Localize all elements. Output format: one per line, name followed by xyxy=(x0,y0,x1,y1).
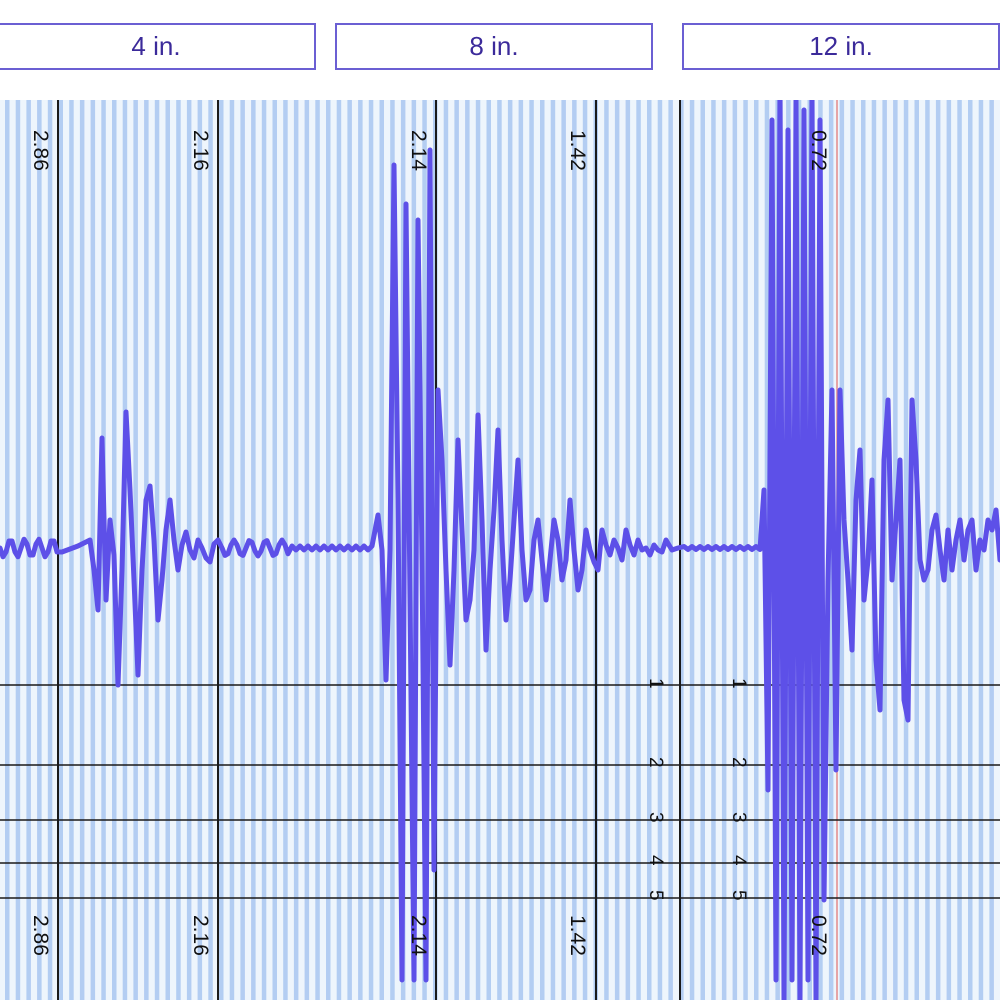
tab-12-in[interactable]: 12 in. xyxy=(682,23,1000,70)
stripe xyxy=(721,100,727,1000)
marker-value-bottom: 0.72 xyxy=(807,915,830,956)
tab-8-in-label: 8 in. xyxy=(469,31,519,61)
level-label-3: 3 xyxy=(728,812,749,823)
level-label-4: 4 xyxy=(645,855,666,866)
marker-value-top: 2.86 xyxy=(29,130,52,171)
level-label-5: 5 xyxy=(645,890,666,901)
stripe xyxy=(625,100,631,1000)
stripe xyxy=(636,100,641,1000)
level-label-1: 1 xyxy=(645,678,666,689)
stripe xyxy=(79,100,85,1000)
stripe xyxy=(925,100,930,1000)
stripe xyxy=(903,100,909,1000)
stripe xyxy=(828,100,834,1000)
stripe xyxy=(486,100,491,1000)
marker-value-bottom: 2.16 xyxy=(189,915,212,956)
stripe xyxy=(144,100,149,1000)
stripe xyxy=(689,100,695,1000)
stripe xyxy=(133,100,138,1000)
waveform-trace xyxy=(0,100,1000,1000)
level-label-1: 1 xyxy=(728,678,749,689)
marker-value-bottom: 2.14 xyxy=(407,915,430,956)
stripe xyxy=(957,100,962,1000)
marker-value-top: 2.14 xyxy=(407,130,430,171)
stripe xyxy=(154,100,160,1000)
marker-value-top: 2.16 xyxy=(189,130,212,171)
tab-4-in-label: 4 in. xyxy=(131,31,181,61)
marker-value-bottom: 1.42 xyxy=(566,915,589,956)
level-label-5: 5 xyxy=(728,890,749,901)
tab-8-in[interactable]: 8 in. xyxy=(335,23,653,70)
level-label-3: 3 xyxy=(645,812,666,823)
level-label-2: 2 xyxy=(645,757,666,768)
marker-value-bottom: 2.86 xyxy=(29,915,52,956)
stripe xyxy=(422,100,427,1000)
stripe xyxy=(914,100,919,1000)
stripe xyxy=(261,100,267,1000)
stripe xyxy=(165,100,170,1000)
stripe xyxy=(754,100,759,1000)
level-label-4: 4 xyxy=(728,855,749,866)
stripe xyxy=(968,100,973,1000)
tab-12-in-label: 12 in. xyxy=(809,31,873,61)
stripe xyxy=(229,100,235,1000)
marker-value-top: 1.42 xyxy=(566,130,589,171)
stripe xyxy=(839,100,845,1000)
stripe xyxy=(679,100,684,1000)
stripe xyxy=(497,100,502,1000)
stripe xyxy=(197,100,203,1000)
stripe xyxy=(475,100,481,1000)
waveform-plot[interactable]: 2.86 2.16 2.14 1.42 0.72 2.86 2.16 2.14 … xyxy=(0,100,1000,1000)
stripe xyxy=(989,100,994,1000)
stripe xyxy=(561,100,566,1000)
stripe xyxy=(176,100,181,1000)
level-label-2: 2 xyxy=(728,757,749,768)
tab-4-in[interactable]: 4 in. xyxy=(0,23,316,70)
stripe xyxy=(465,100,470,1000)
stripe xyxy=(37,100,42,1000)
marker-value-top: 0.72 xyxy=(807,130,830,171)
